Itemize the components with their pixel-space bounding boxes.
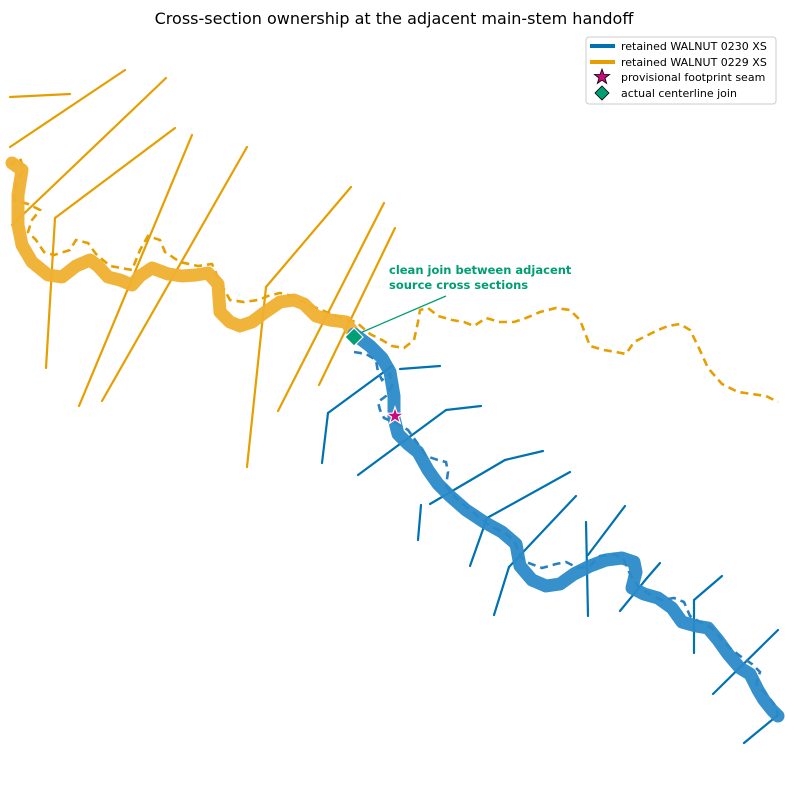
legend-label-walnut-0229: retained WALNUT 0229 XS	[621, 56, 767, 69]
walnut-0229-centerline	[5, 156, 361, 341]
annotation-arrow	[359, 295, 447, 334]
figure-title: Cross-section ownership at the adjacent …	[155, 9, 635, 28]
cross-section-line	[711, 628, 780, 696]
legend-label-seam: provisional footprint seam	[621, 71, 765, 84]
cross-section-line	[503, 449, 545, 462]
cross-section-line	[264, 185, 353, 289]
cross-section-line	[416, 503, 423, 542]
legend-swatch-join-diamond-icon	[594, 85, 610, 101]
legend-box	[585, 36, 777, 105]
cross-section-line	[320, 411, 330, 465]
cross-section-line	[53, 126, 177, 220]
cross-section-line	[485, 470, 572, 520]
cross-section-line	[77, 133, 194, 408]
legend-label-walnut-0230: retained WALNUT 0230 XS	[621, 40, 767, 53]
cross-section-line	[8, 68, 127, 149]
cross-section-line	[645, 561, 662, 580]
legend: retained WALNUT 0230 XS retained WALNUT …	[585, 36, 777, 105]
walnut-0230-footprint	[353, 350, 780, 715]
cross-section-line	[8, 92, 72, 99]
cross-section-line	[586, 504, 627, 557]
annotation-line-1: clean join between adjacent	[389, 263, 572, 277]
walnut-0230-cross-sections	[320, 364, 780, 745]
actual-centerline-join-marker	[344, 327, 364, 347]
provisional-footprint-seam-marker	[384, 405, 406, 425]
cross-section-line	[692, 574, 724, 602]
walnut-0230-centerline	[347, 327, 785, 723]
cross-section-line	[492, 565, 511, 617]
cross-section-line	[10, 76, 168, 227]
walnut-0229-footprint	[9, 155, 779, 404]
cross-section-line	[44, 216, 57, 370]
cross-section-line	[317, 226, 397, 387]
legend-swatch-seam-star-icon	[593, 67, 611, 85]
legend-label-join: actual centerline join	[621, 87, 737, 100]
cross-section-line	[444, 404, 483, 412]
cross-section-line	[276, 201, 386, 413]
cross-section-line	[742, 713, 780, 745]
annotation-line-2: source cross sections	[389, 278, 528, 292]
cross-section-line	[326, 364, 394, 415]
cross-section-line	[398, 364, 442, 371]
